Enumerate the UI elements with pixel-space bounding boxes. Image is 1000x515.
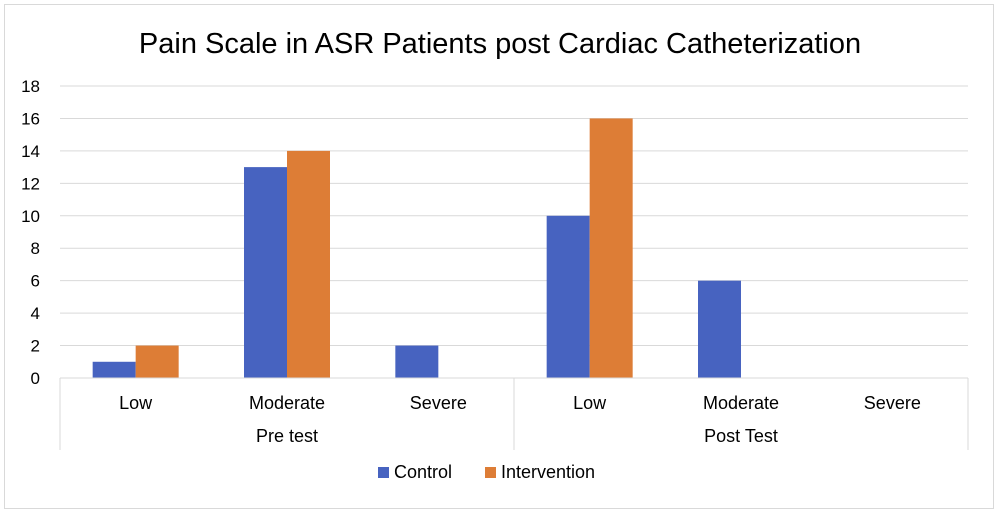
- bar-control-2: [395, 345, 439, 378]
- x-group-label: Pre test: [256, 426, 318, 446]
- x-category-label: Low: [119, 393, 153, 413]
- y-tick-label: 0: [31, 369, 40, 388]
- y-tick-label: 6: [31, 272, 40, 291]
- x-category-label: Moderate: [249, 393, 325, 413]
- y-tick-label: 16: [21, 109, 40, 128]
- bar-intervention-3: [589, 118, 633, 378]
- x-category-label: Severe: [864, 393, 921, 413]
- chart-frame: [4, 4, 994, 509]
- x-category-label: Severe: [410, 393, 467, 413]
- y-tick-label: 10: [21, 207, 40, 226]
- y-tick-label: 14: [21, 142, 40, 161]
- legend: Control Intervention: [378, 462, 595, 482]
- legend-swatch-intervention: [485, 467, 496, 478]
- legend-swatch-control: [378, 467, 389, 478]
- y-tick-label: 12: [21, 174, 40, 193]
- bar-control-4: [698, 280, 741, 378]
- y-tick-label: 8: [31, 239, 40, 258]
- chart-title: Pain Scale in ASR Patients post Cardiac …: [139, 28, 861, 60]
- bar-control-1: [244, 167, 287, 378]
- bar-control-3: [546, 215, 590, 378]
- bar-intervention-0: [135, 345, 179, 378]
- bars: [92, 118, 741, 378]
- bar-intervention-1: [287, 150, 330, 378]
- y-axis: 0 2 4 6 8 10 12 14 16 18: [21, 77, 40, 388]
- y-tick-label: 18: [21, 77, 40, 96]
- y-tick-label: 4: [31, 304, 40, 323]
- x-category-label: Moderate: [703, 393, 779, 413]
- bar-control-0: [92, 361, 136, 378]
- legend-label-intervention: Intervention: [501, 462, 595, 482]
- x-group-label: Post Test: [704, 426, 778, 446]
- y-tick-label: 2: [31, 337, 40, 356]
- x-axis: Low Moderate Severe Low Moderate Severe Pre te…: [59, 377, 969, 450]
- x-category-label: Low: [573, 393, 607, 413]
- gridlines: [60, 85, 968, 347]
- legend-label-control: Control: [394, 462, 452, 482]
